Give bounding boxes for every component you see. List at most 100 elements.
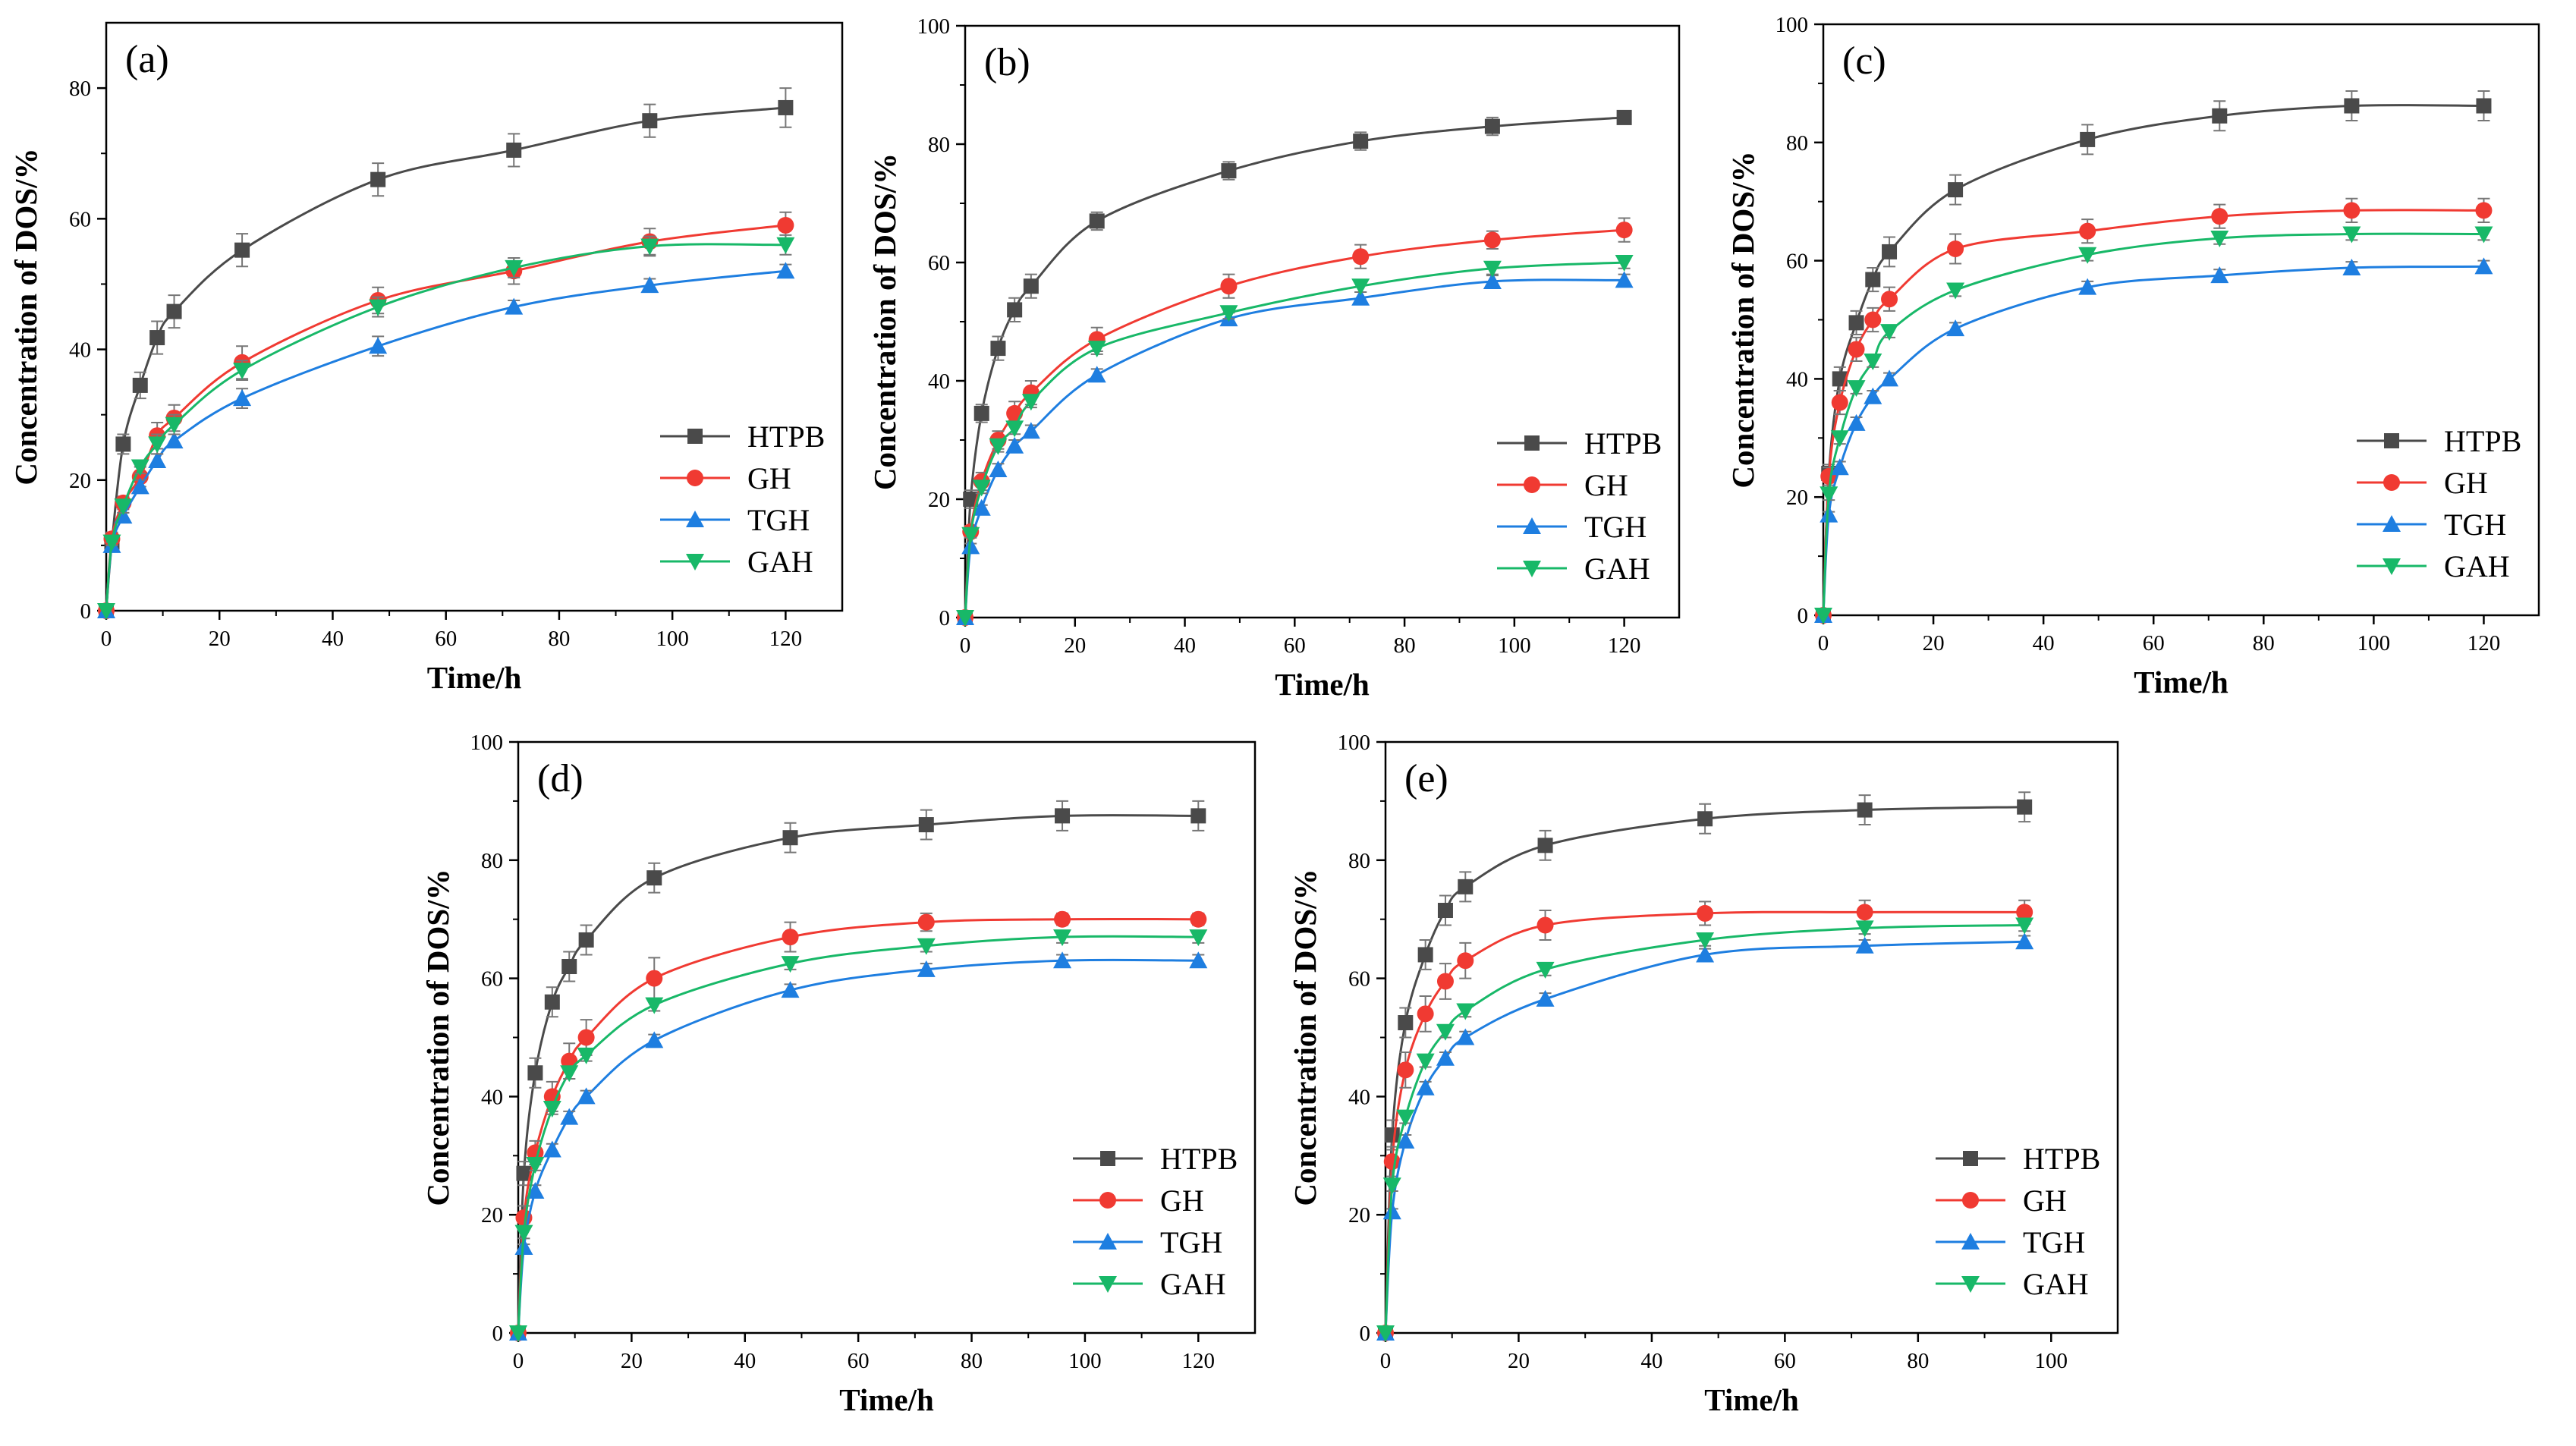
y-tick-label: 80 [481, 849, 503, 873]
data-point [781, 956, 800, 973]
series-htpb [1816, 90, 2492, 623]
data-point [1616, 109, 1632, 125]
x-tick-label: 100 [2357, 631, 2391, 655]
data-point [1053, 951, 1072, 969]
data-point [646, 970, 663, 987]
data-point [1352, 248, 1370, 266]
series-line [105, 269, 786, 611]
x-tick-label: 40 [1174, 633, 1196, 658]
plot-frame [1822, 23, 2540, 617]
data-point [114, 498, 133, 516]
data-point [1417, 1005, 1434, 1023]
legend-marker [1523, 561, 1541, 577]
panel-label: (b) [984, 41, 1030, 84]
data-point [132, 377, 148, 393]
data-point [1190, 808, 1206, 824]
x-tick-label: 0 [1380, 1349, 1392, 1373]
legend-label: HTPB [1584, 426, 1662, 461]
legend-marker [2383, 515, 2401, 532]
x-tick-label: 80 [548, 627, 570, 651]
legend-label: HTPB [1160, 1142, 1238, 1176]
x-tick-label: 20 [1923, 631, 1945, 655]
data-point [642, 113, 658, 129]
y-tick-label: 80 [928, 133, 950, 157]
data-point [2474, 226, 2493, 244]
x-tick-label: 20 [209, 627, 231, 651]
data-point [1087, 366, 1106, 383]
legend-marker [1524, 435, 1540, 451]
plot-frame [105, 21, 844, 612]
series-gah [1814, 226, 2493, 624]
data-point [148, 436, 167, 454]
data-point [1021, 394, 1040, 411]
data-point [165, 432, 184, 449]
legend-marker [1523, 517, 1541, 534]
series-line [1384, 940, 2025, 1334]
y-tick-label: 0 [1798, 604, 1809, 628]
data-point [1847, 380, 1866, 398]
legend-marker [1099, 1192, 1116, 1209]
data-point [543, 1100, 561, 1118]
data-point [2211, 208, 2228, 225]
y-tick-label: 60 [928, 251, 950, 275]
legend-label: TGH [2444, 508, 2506, 542]
data-point [526, 1182, 545, 1199]
data-point [1483, 260, 1502, 278]
data-point [115, 436, 131, 452]
data-point [1848, 341, 1865, 358]
x-axis-title: Time/h [427, 660, 522, 695]
series-tgh [1376, 932, 2034, 1341]
data-point [1832, 371, 1848, 387]
legend-marker [1961, 1233, 1980, 1250]
data-point [2210, 230, 2229, 247]
y-tick-label: 40 [69, 338, 91, 363]
data-point [918, 817, 934, 833]
series-line [1822, 265, 2484, 616]
panel-label: (d) [537, 757, 583, 800]
data-point [561, 959, 577, 975]
data-point [97, 603, 115, 620]
legend-marker [1099, 1233, 1117, 1250]
data-point [370, 171, 386, 187]
series-gh [510, 910, 1207, 1341]
legend-label: GAH [1584, 552, 1650, 586]
data-point [577, 1047, 596, 1064]
x-tick-label: 60 [1284, 633, 1306, 658]
data-point [2017, 799, 2033, 815]
series-line [1822, 209, 2484, 616]
data-point [1697, 904, 1714, 922]
x-tick-label: 60 [2143, 631, 2165, 655]
data-point [1053, 929, 1072, 947]
data-point [1948, 182, 1964, 198]
data-point [2344, 98, 2360, 114]
x-tick-label: 0 [1818, 631, 1829, 655]
data-point [972, 479, 991, 497]
data-point [1436, 973, 1454, 990]
data-point [560, 1108, 579, 1125]
y-tick-label: 20 [481, 1203, 503, 1228]
data-point [2475, 202, 2493, 219]
series-line [1822, 104, 2484, 616]
data-point [1382, 1177, 1401, 1195]
series-gah [1376, 917, 2034, 1342]
data-point [2474, 257, 2493, 275]
series-line [105, 243, 786, 611]
data-point [777, 216, 794, 234]
data-point [1384, 1127, 1400, 1143]
data-point [2078, 278, 2097, 295]
x-tick-label: 0 [960, 633, 971, 658]
data-point [778, 99, 794, 115]
y-axis-title: Concentration of DOS/% [1725, 151, 1760, 488]
data-point [1005, 436, 1024, 454]
plot-frame [1384, 740, 2119, 1334]
y-tick-label: 100 [1338, 731, 1371, 755]
data-point [1615, 271, 1634, 288]
legend-marker [1099, 1276, 1117, 1293]
data-point [917, 913, 935, 931]
data-point [1396, 1109, 1415, 1127]
data-point [640, 276, 659, 294]
data-point [2016, 904, 2033, 921]
data-point [1484, 118, 1500, 134]
data-point [1946, 319, 1965, 337]
legend-label: GH [1584, 468, 1628, 502]
